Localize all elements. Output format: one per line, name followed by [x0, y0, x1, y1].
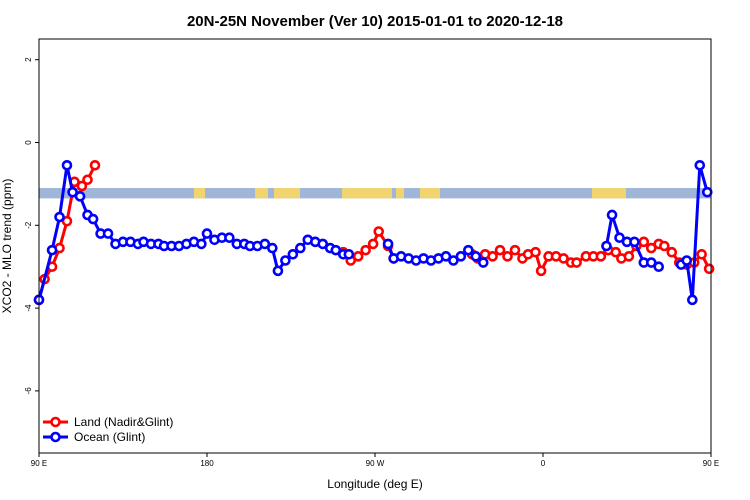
data-point	[694, 159, 706, 171]
data-point	[463, 244, 474, 256]
data-point	[259, 238, 271, 250]
data-point	[89, 159, 101, 171]
y-axis: 2 0 -2 -4 -6	[24, 57, 39, 395]
data-point	[382, 238, 394, 250]
data-point	[645, 257, 657, 268]
data-point	[267, 242, 278, 254]
band-land	[342, 188, 392, 199]
data-point	[606, 209, 618, 221]
series-land	[33, 159, 715, 306]
data-point	[272, 265, 284, 277]
x-tick-label: 180	[200, 459, 214, 468]
data-point	[535, 265, 547, 277]
data-point	[477, 257, 489, 268]
legend-entry: Ocean (Glint)	[74, 430, 145, 444]
data-point	[470, 251, 482, 262]
data-point	[343, 248, 355, 260]
data-point	[280, 255, 291, 266]
x-tick-label: 90 E	[31, 459, 47, 468]
band-land	[255, 188, 268, 199]
data-point	[87, 213, 99, 225]
data-point	[701, 186, 713, 198]
data-point	[61, 159, 73, 171]
data-point	[687, 294, 698, 306]
data-point	[317, 238, 329, 250]
data-point	[440, 251, 452, 262]
legend-marker	[50, 416, 61, 428]
data-point	[74, 191, 86, 202]
y-axis-label: XCO2 - MLO trend (ppm)	[0, 179, 14, 314]
x-tick-label: 0	[541, 459, 546, 468]
land-sea-band	[39, 188, 711, 199]
x-tick-label: 90 W	[366, 459, 385, 468]
data-point	[352, 251, 364, 262]
x-tick-label: 90 E	[703, 459, 719, 468]
data-point	[367, 238, 379, 250]
data-point	[67, 186, 78, 198]
data-point	[703, 263, 715, 275]
y-tick-label: -6	[24, 387, 33, 395]
data-point	[653, 261, 665, 273]
y-tick-label: -2	[24, 221, 33, 229]
data-point	[201, 228, 213, 239]
data-point	[502, 251, 513, 262]
data-point	[76, 180, 88, 192]
data-point	[287, 248, 299, 260]
y-tick-label: -4	[24, 304, 33, 312]
data-point	[595, 251, 607, 262]
data-point	[82, 174, 93, 186]
data-point	[601, 240, 612, 252]
data-point	[330, 244, 342, 256]
data-point	[455, 251, 467, 262]
data-point	[487, 251, 498, 262]
data-point	[681, 255, 693, 266]
legend: Land (Nadir&Glint)Ocean (Glint)	[43, 415, 173, 444]
band-land	[592, 188, 626, 199]
data-point	[666, 246, 678, 258]
chart-title: 20N-25N November (Ver 10) 2015-01-01 to …	[187, 13, 563, 30]
band-land	[194, 188, 205, 199]
data-point	[610, 246, 622, 258]
y-tick-label: 0	[24, 140, 33, 145]
series-ocean	[33, 159, 713, 306]
data-point	[530, 246, 541, 258]
legend-entry: Land (Nadir&Glint)	[74, 415, 173, 429]
series-layer	[33, 159, 715, 306]
data-point	[61, 215, 73, 227]
data-point	[558, 253, 569, 264]
data-point	[373, 226, 385, 237]
band-land	[274, 188, 300, 199]
legend-marker	[50, 431, 61, 443]
data-point	[196, 238, 207, 250]
data-point	[571, 257, 582, 268]
data-point	[54, 211, 65, 223]
band-land	[396, 188, 404, 199]
data-point	[659, 240, 670, 252]
x-axis-label: Longitude (deg E)	[327, 477, 422, 491]
data-point	[448, 255, 459, 266]
data-point	[623, 251, 635, 262]
data-point	[638, 236, 650, 248]
x-axis: 90 E 180 90 W 0 90 E	[31, 453, 719, 468]
band-land	[420, 188, 440, 199]
data-point	[696, 248, 707, 260]
data-point	[46, 244, 58, 256]
y-tick-label: 2	[24, 57, 33, 62]
data-point	[360, 244, 371, 256]
data-point	[509, 244, 521, 256]
data-point	[224, 232, 235, 244]
data-point	[645, 242, 657, 254]
data-point	[295, 242, 306, 254]
series-line	[680, 163, 709, 302]
data-point	[102, 228, 114, 239]
data-point	[614, 232, 625, 244]
data-point	[629, 236, 640, 248]
data-point	[494, 244, 506, 256]
